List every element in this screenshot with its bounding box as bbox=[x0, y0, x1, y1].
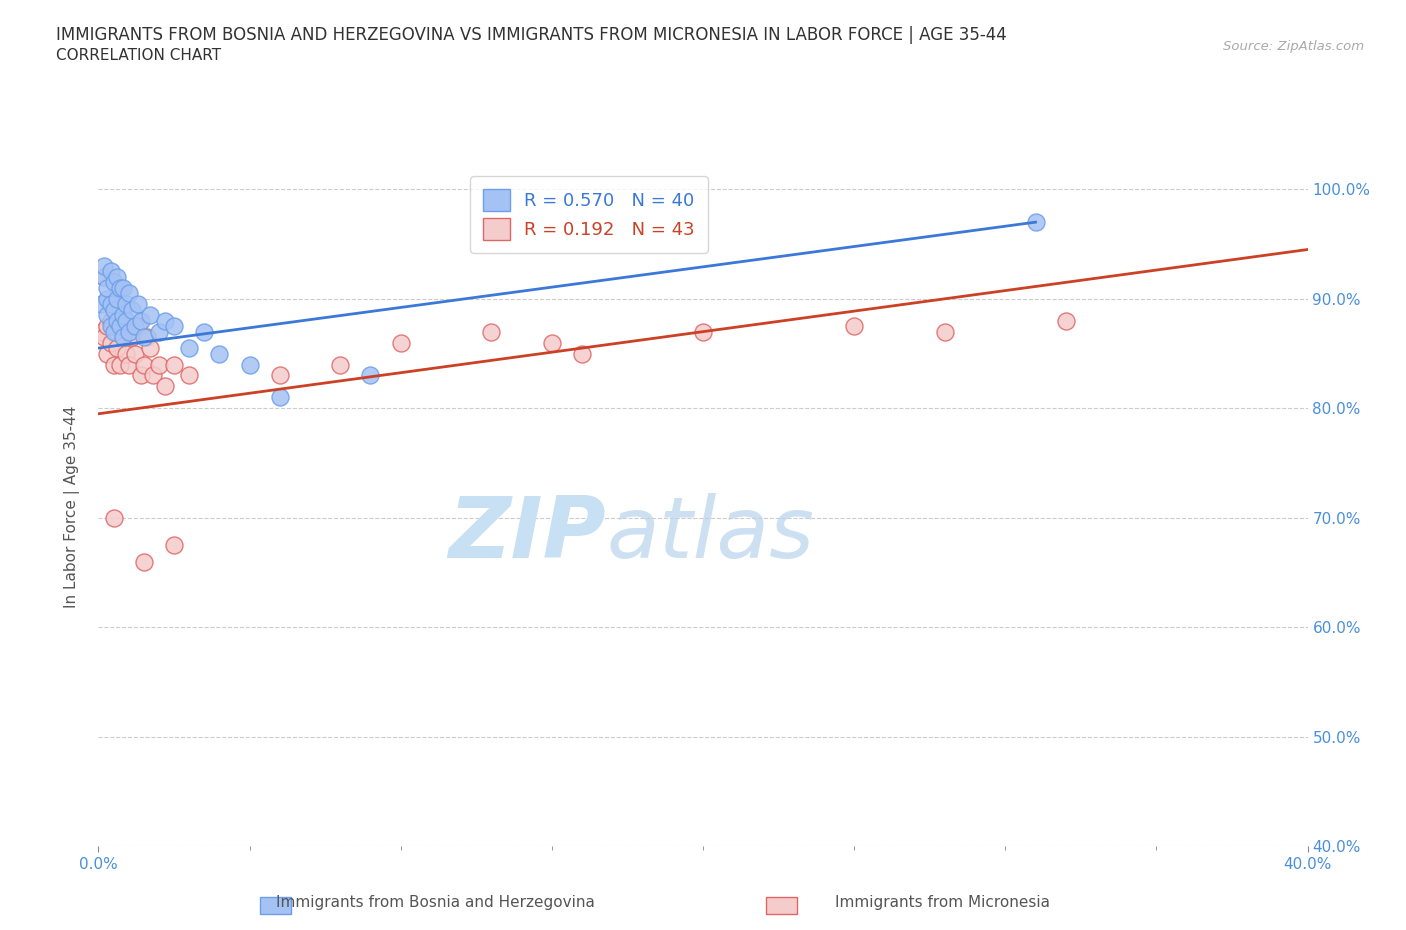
Point bbox=[114, 346, 136, 361]
Point bbox=[96, 308, 118, 323]
Point bbox=[239, 357, 262, 372]
Point bbox=[90, 325, 112, 339]
Point bbox=[124, 346, 146, 361]
Point bbox=[108, 302, 131, 317]
Point bbox=[481, 325, 503, 339]
Text: ZIP: ZIP bbox=[449, 493, 606, 576]
Point bbox=[360, 368, 382, 383]
Legend: R = 0.570   N = 40, R = 0.192   N = 43: R = 0.570 N = 40, R = 0.192 N = 43 bbox=[470, 177, 707, 253]
Point bbox=[127, 297, 149, 312]
Point bbox=[163, 538, 186, 552]
Point bbox=[103, 357, 125, 372]
Point bbox=[153, 313, 176, 328]
Point bbox=[103, 511, 125, 525]
Point bbox=[179, 368, 201, 383]
Point bbox=[108, 281, 131, 296]
Point bbox=[103, 275, 125, 290]
Point bbox=[118, 357, 141, 372]
Point bbox=[193, 325, 215, 339]
Point bbox=[179, 340, 201, 355]
Point bbox=[93, 270, 115, 285]
Point bbox=[111, 330, 134, 345]
Point bbox=[132, 357, 155, 372]
Text: Source: ZipAtlas.com: Source: ZipAtlas.com bbox=[1223, 40, 1364, 53]
Point bbox=[111, 319, 134, 334]
Point bbox=[90, 297, 112, 312]
Y-axis label: In Labor Force | Age 35-44: In Labor Force | Age 35-44 bbox=[63, 405, 80, 608]
Point bbox=[121, 330, 143, 345]
Point bbox=[129, 368, 152, 383]
Point bbox=[540, 335, 562, 350]
Point bbox=[135, 330, 157, 345]
Point bbox=[844, 319, 866, 334]
Point bbox=[96, 291, 118, 306]
Point bbox=[103, 297, 125, 312]
Point bbox=[105, 325, 128, 339]
Point bbox=[163, 319, 186, 334]
Point bbox=[118, 325, 141, 339]
Point bbox=[389, 335, 412, 350]
Point bbox=[153, 379, 176, 393]
Point bbox=[105, 270, 128, 285]
Point bbox=[148, 357, 170, 372]
Point bbox=[124, 319, 146, 334]
Text: IMMIGRANTS FROM BOSNIA AND HERZEGOVINA VS IMMIGRANTS FROM MICRONESIA IN LABOR FO: IMMIGRANTS FROM BOSNIA AND HERZEGOVINA V… bbox=[56, 26, 1007, 44]
Point bbox=[96, 346, 118, 361]
Text: atlas: atlas bbox=[606, 493, 814, 576]
Point bbox=[108, 319, 131, 334]
Point bbox=[163, 357, 186, 372]
Point bbox=[208, 346, 231, 361]
Point bbox=[329, 357, 352, 372]
Point bbox=[692, 325, 714, 339]
Point bbox=[111, 308, 134, 323]
Point bbox=[148, 325, 170, 339]
Point bbox=[269, 390, 291, 405]
Point bbox=[127, 319, 149, 334]
Point bbox=[103, 325, 125, 339]
Point bbox=[105, 340, 128, 355]
Point bbox=[100, 264, 122, 279]
Text: Immigrants from Bosnia and Herzegovina: Immigrants from Bosnia and Herzegovina bbox=[277, 895, 595, 910]
Point bbox=[142, 368, 165, 383]
Point bbox=[103, 302, 125, 317]
Point bbox=[139, 340, 162, 355]
Point bbox=[934, 325, 956, 339]
Point bbox=[132, 330, 155, 345]
Point bbox=[111, 281, 134, 296]
Point bbox=[100, 313, 122, 328]
Point bbox=[571, 346, 593, 361]
Point bbox=[100, 319, 122, 334]
Point bbox=[118, 286, 141, 300]
Point bbox=[114, 297, 136, 312]
Point bbox=[100, 297, 122, 312]
Point bbox=[105, 291, 128, 306]
Point bbox=[93, 270, 115, 285]
Point bbox=[93, 330, 115, 345]
Point bbox=[121, 302, 143, 317]
Point bbox=[139, 308, 162, 323]
Point bbox=[114, 313, 136, 328]
Point bbox=[129, 313, 152, 328]
Point bbox=[96, 281, 118, 296]
Text: Immigrants from Micronesia: Immigrants from Micronesia bbox=[835, 895, 1049, 910]
Point bbox=[118, 325, 141, 339]
Point bbox=[105, 313, 128, 328]
Point bbox=[1024, 215, 1046, 230]
Point bbox=[111, 330, 134, 345]
Point bbox=[1054, 313, 1077, 328]
Point bbox=[108, 357, 131, 372]
Point bbox=[132, 554, 155, 569]
Point bbox=[96, 319, 118, 334]
Point bbox=[100, 335, 122, 350]
Point bbox=[269, 368, 291, 383]
Text: CORRELATION CHART: CORRELATION CHART bbox=[56, 48, 221, 63]
Point bbox=[93, 259, 115, 273]
